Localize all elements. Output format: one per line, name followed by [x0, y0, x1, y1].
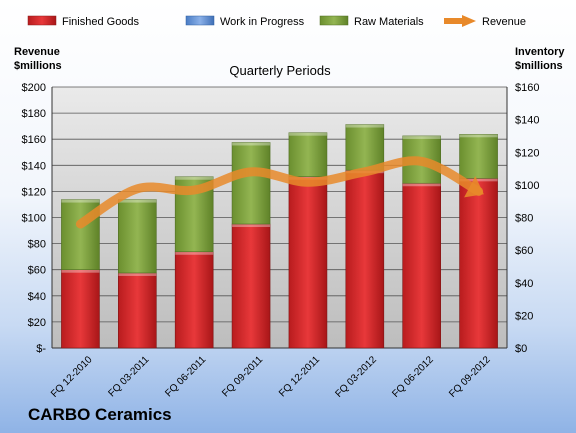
x-tick-label: FQ 09-2012: [447, 354, 493, 400]
bar-finished-goods-highlight: [459, 178, 498, 182]
bar-raw-materials-highlight: [61, 199, 100, 203]
x-tick-label: FQ 03-2012: [333, 354, 379, 400]
left-tick-label: $80: [28, 239, 46, 251]
legend-swatch-raw-materials: [319, 15, 349, 26]
bar-finished-goods: [174, 251, 214, 349]
left-tick-label: $20: [28, 317, 46, 329]
bar-finished-goods: [231, 223, 271, 349]
bar-raw-materials: [288, 132, 328, 178]
bar-raw-materials-highlight: [118, 199, 157, 203]
bar-finished-goods-highlight: [175, 251, 214, 255]
bar-finished-goods-highlight: [61, 269, 100, 273]
bar-finished-goods: [402, 182, 441, 349]
bar-raw-materials: [231, 142, 271, 225]
left-tick-label: $100: [22, 213, 46, 225]
right-tick-label: $60: [515, 245, 533, 257]
left-axis-label-line1: Revenue: [14, 46, 60, 58]
bar-raw-materials-highlight: [232, 142, 271, 146]
bar-raw-materials-highlight: [459, 134, 498, 138]
x-tick-label: FQ 09-2011: [220, 354, 265, 399]
x-tick-label: FQ 12-2011: [277, 354, 322, 399]
bar-raw-materials: [459, 134, 498, 179]
bar-raw-materials: [118, 199, 157, 274]
right-tick-label: $40: [515, 278, 533, 290]
bar-finished-goods-highlight: [402, 183, 441, 187]
bar-finished-goods-highlight: [118, 272, 157, 276]
bar-finished-goods: [118, 272, 157, 349]
right-axis-ticks: $0 $20 $40 $60 $80 $100 $120 $140 $160: [515, 82, 539, 355]
right-tick-label: $100: [515, 180, 539, 192]
left-tick-label: $-: [36, 343, 46, 355]
right-axis-label-line1: Inventory: [515, 46, 565, 58]
bar-finished-goods: [61, 269, 100, 349]
bar-finished-goods: [288, 176, 328, 349]
right-tick-label: $140: [515, 115, 539, 127]
legend-swatch-work-in-progress: [185, 15, 215, 26]
left-tick-label: $120: [22, 186, 46, 198]
right-tick-label: $160: [515, 82, 539, 94]
revenue-series-line: [75, 156, 484, 229]
right-axis-label-line2: $millions: [515, 60, 563, 72]
legend-swatch-finished-goods: [27, 15, 57, 26]
bar-finished-goods: [459, 178, 498, 349]
bar-raw-materials-highlight: [402, 135, 441, 139]
right-tick-label: $0: [515, 343, 527, 355]
legend-label-finished-goods: Finished Goods: [62, 16, 140, 28]
bar-raw-materials-highlight: [288, 132, 327, 136]
left-tick-label: $140: [22, 160, 46, 172]
bar-raw-materials: [345, 124, 385, 171]
bar-finished-goods: [345, 169, 385, 349]
revenue-line: [75, 156, 484, 229]
left-tick-label: $160: [22, 134, 46, 146]
revenue-arrow-head: [464, 176, 484, 198]
left-tick-label: $60: [28, 265, 46, 277]
bars: [61, 124, 498, 349]
left-tick-label: $200: [22, 82, 46, 94]
left-axis-ticks: $- $20 $40 $60 $80 $100 $120 $140 $160 $180 $200: [22, 82, 47, 355]
right-tick-label: $20: [515, 310, 533, 322]
bar-raw-materials-highlight: [345, 124, 384, 128]
x-tick-label: FQ 06-2011: [163, 354, 208, 399]
company-name: CARBO Ceramics: [28, 405, 172, 424]
x-tick-label: FQ 03-2011: [106, 354, 151, 399]
legend-label-revenue: Revenue: [482, 16, 526, 28]
legend-label-raw-materials: Raw Materials: [354, 16, 424, 28]
left-tick-label: $180: [22, 108, 46, 120]
legend: Finished Goods Work in Progress Raw Mate…: [27, 15, 526, 28]
right-tick-label: $80: [515, 213, 533, 225]
x-tick-label: FQ 06-2012: [390, 354, 436, 400]
legend-label-work-in-progress: Work in Progress: [220, 16, 305, 28]
x-tick-label: FQ 12-2010: [49, 354, 95, 400]
left-axis-label-line2: $millions: [14, 60, 62, 72]
bar-raw-materials-highlight: [175, 176, 214, 180]
bar-finished-goods-highlight: [232, 224, 271, 228]
left-tick-label: $40: [28, 291, 46, 303]
x-axis-ticks: FQ 12-2010 FQ 03-2011 FQ 06-2011 FQ 09-2011…: [49, 354, 493, 400]
legend-swatch-revenue-arrow: [462, 15, 476, 27]
right-tick-label: $120: [515, 147, 539, 159]
chart-title: Quarterly Periods: [229, 63, 331, 78]
